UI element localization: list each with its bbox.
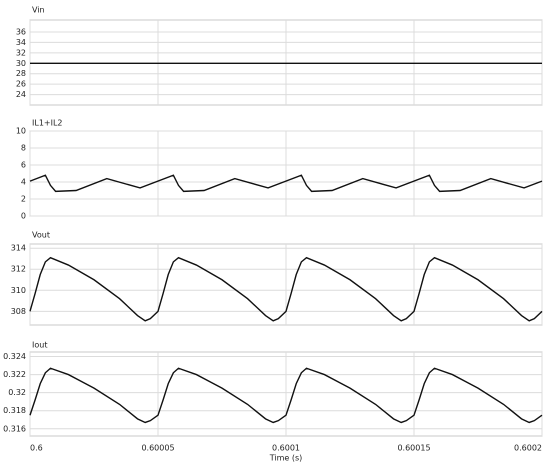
y-tick-label: 310 <box>11 286 26 295</box>
y-tick-label: 0.322 <box>3 370 26 379</box>
trace-line <box>29 367 543 424</box>
y-tick-label: 36 <box>16 27 26 36</box>
panel-title: Iout <box>32 341 47 350</box>
y-tick-label: 0 <box>21 212 26 221</box>
y-tick-label: 28 <box>16 69 26 78</box>
trace-line <box>29 174 543 193</box>
y-tick-label: 24 <box>16 90 26 99</box>
panel-title: Vin <box>32 6 45 15</box>
y-tick-label: 6 <box>21 161 26 170</box>
y-tick-label: 0.318 <box>3 406 26 415</box>
x-axis-label: Time (s) <box>269 454 303 463</box>
panel-title: Vout <box>32 231 50 240</box>
y-tick-label: 0.324 <box>3 352 26 361</box>
x-tick-label: 0.60005 <box>141 444 174 453</box>
x-tick-label: 0.6 <box>30 444 43 453</box>
y-tick-label: 0.316 <box>3 424 26 433</box>
x-tick-label: 0.60015 <box>397 444 430 453</box>
y-tick-label: 0.32 <box>8 388 26 397</box>
y-tick-label: 32 <box>16 48 26 57</box>
x-tick-label: 0.6002 <box>514 444 542 453</box>
y-tick-label: 2 <box>21 195 26 204</box>
y-tick-label: 4 <box>21 178 26 187</box>
y-tick-label: 34 <box>16 38 26 47</box>
x-tick-label: 0.6001 <box>272 444 300 453</box>
y-tick-label: 26 <box>16 80 26 89</box>
y-tick-label: 308 <box>11 307 26 316</box>
y-tick-label: 312 <box>11 265 26 274</box>
y-tick-label: 314 <box>11 244 26 253</box>
y-tick-label: 8 <box>21 144 26 153</box>
panel-title: IL1+IL2 <box>32 119 63 128</box>
trace-line <box>29 256 543 322</box>
y-tick-label: 30 <box>16 59 26 68</box>
y-tick-label: 10 <box>16 127 26 136</box>
